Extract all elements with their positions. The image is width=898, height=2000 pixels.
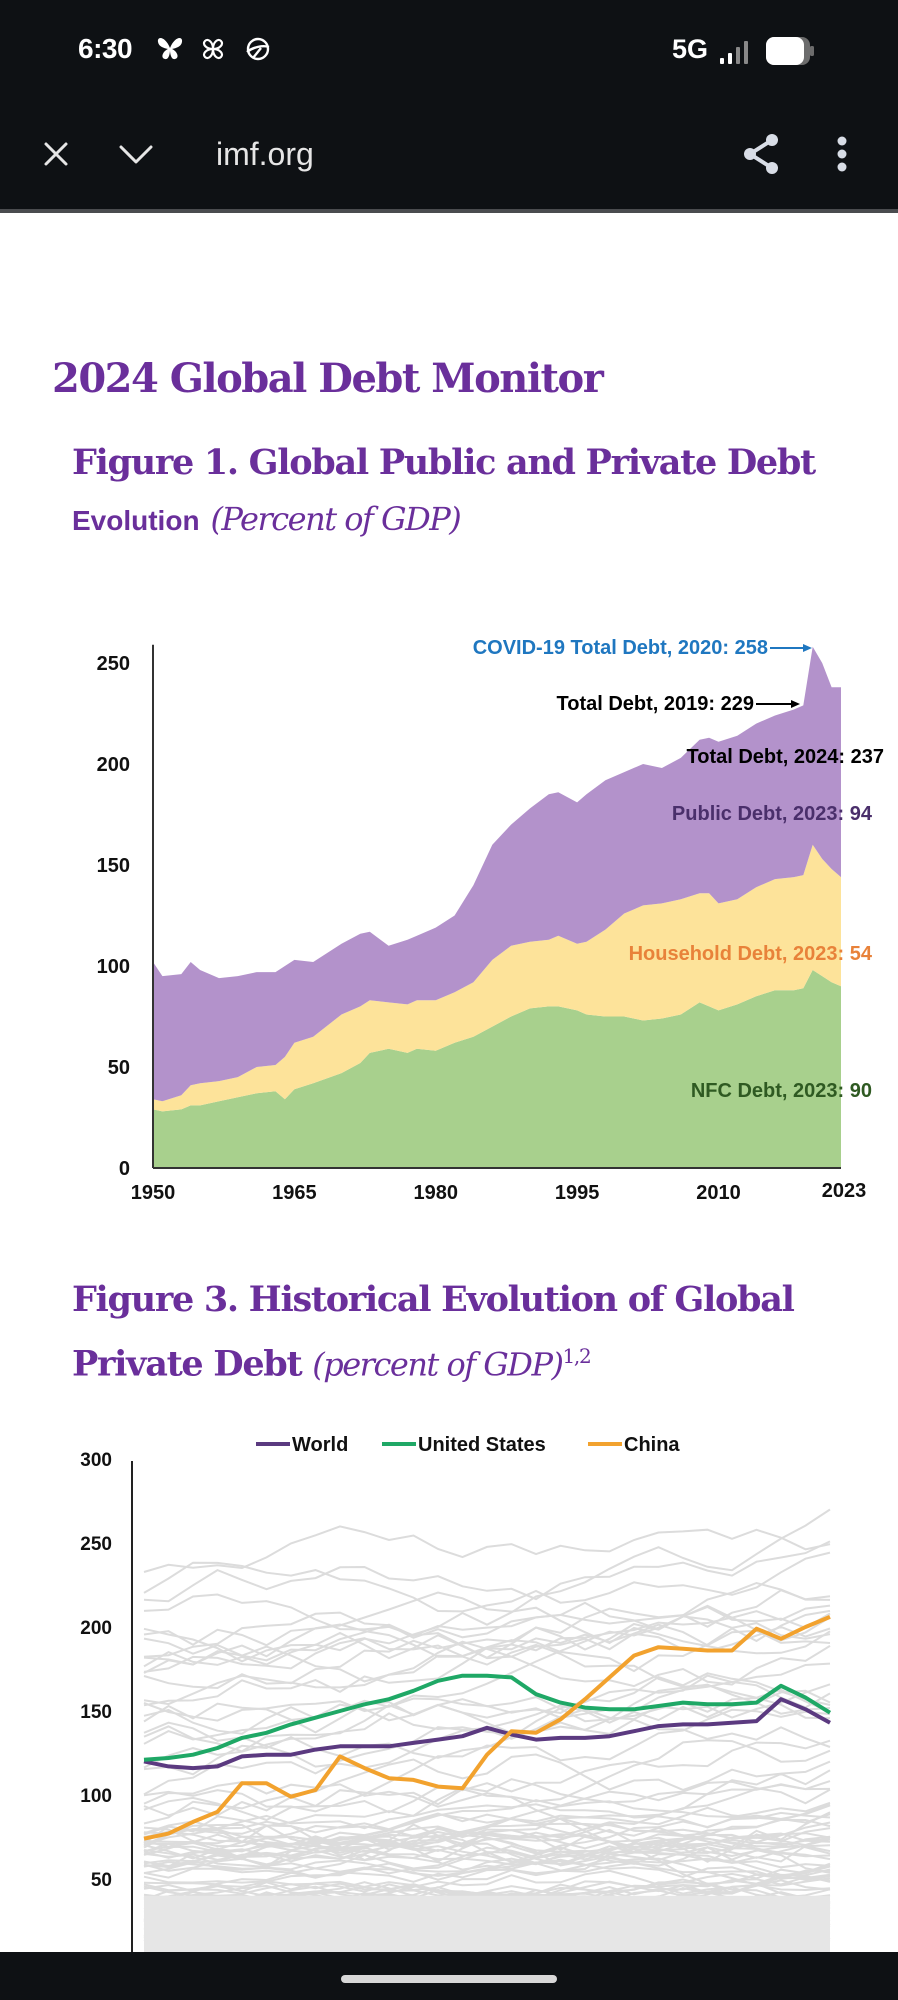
y-tick-label: 250	[97, 653, 130, 675]
country-line	[143, 1857, 831, 1901]
series-line-china	[143, 1615, 831, 1841]
signal-bars-icon	[720, 40, 756, 64]
area-household-debt	[153, 844, 841, 1112]
country-line	[143, 1739, 831, 1817]
more-vertical-icon	[836, 136, 848, 177]
x-tick-label: 1965	[272, 1182, 317, 1204]
share-button[interactable]	[738, 132, 786, 180]
annotation-arrow-head	[803, 644, 812, 652]
figure3-chart: 50 100 150 200 250 300 World United States China	[80, 1434, 832, 1952]
status-time: 6:30	[78, 33, 133, 64]
country-line	[143, 1627, 831, 1688]
figure3-title: Figure 3. Historical Evolution of Global…	[72, 1272, 795, 1393]
country-line	[143, 1540, 831, 1603]
pinwheel-icon	[198, 34, 228, 71]
country-line	[143, 1804, 831, 1866]
country-line	[143, 1846, 831, 1883]
annotation-label: Total Debt, 2024: 237	[687, 746, 884, 768]
annotation-label: Total Debt, 2019: 229	[557, 693, 754, 715]
series-line-united-states	[143, 1673, 832, 1762]
annotation-label: Public Debt, 2023: 94	[672, 803, 873, 825]
country-line	[143, 1601, 831, 1658]
y-tick-label: 0	[119, 1158, 130, 1180]
y-tick-label: 50	[108, 1057, 130, 1079]
figure3-units: (percent of GDP)	[312, 1345, 564, 1384]
x-tick-label: 1980	[413, 1182, 458, 1204]
figure3-title-line2: Private Debt (percent of GDP)1,2	[72, 1328, 794, 1393]
area-public-debt	[153, 646, 841, 1102]
page-title: 2024 Global Debt Monitor	[52, 355, 604, 402]
planet-icon	[243, 34, 273, 71]
collapse-button[interactable]	[112, 132, 160, 180]
figure1-title-line1: Figure 1. Global Public and Private Debt	[72, 442, 816, 483]
browser-toolbar: imf.org	[0, 100, 898, 213]
background-country-lines	[143, 1508, 831, 1952]
more-menu-button[interactable]	[818, 132, 866, 180]
url-text[interactable]: imf.org	[216, 136, 314, 172]
country-line	[143, 1838, 831, 1900]
x-tick-label: 1995	[555, 1182, 600, 1204]
chevron-down-icon	[118, 142, 154, 171]
x-tick-label: 1950	[131, 1182, 176, 1204]
close-button[interactable]	[32, 132, 80, 180]
y-tick-label: 200	[97, 754, 130, 776]
butterfly-icon	[155, 34, 185, 69]
country-line	[143, 1811, 831, 1851]
y-tick-label: 100	[80, 1786, 112, 1807]
annotation-arrow-head	[791, 700, 800, 708]
figure1-units: (Percent of GDP)	[210, 500, 461, 538]
figure1-title-line2-text: Evolution	[72, 505, 200, 536]
annotation-label: COVID-19 Total Debt, 2020: 258	[473, 637, 768, 659]
figure3-title-line1: Figure 3. Historical Evolution of Global	[72, 1279, 795, 1320]
area-nfc-debt	[153, 970, 841, 1168]
country-line	[143, 1609, 831, 1673]
annotation-label: NFC Debt, 2023: 90	[691, 1080, 872, 1102]
figure3-footnote-marks: 1,2	[562, 1344, 591, 1368]
annotation-label: Household Debt, 2023: 54	[629, 943, 873, 965]
country-line	[143, 1683, 831, 1734]
country-line	[143, 1551, 831, 1613]
system-nav-bar	[0, 1952, 898, 2000]
country-line	[143, 1696, 831, 1745]
country-line	[143, 1778, 831, 1849]
legend-label: United States	[418, 1434, 546, 1456]
country-line	[143, 1525, 831, 1573]
series-line-world	[143, 1697, 831, 1771]
country-line	[143, 1581, 831, 1662]
y-tick-label: 100	[97, 956, 130, 978]
share-icon	[742, 132, 782, 181]
home-gesture-handle[interactable]	[341, 1975, 557, 1983]
y-tick-label: 150	[80, 1702, 112, 1723]
y-tick-label: 200	[80, 1618, 112, 1639]
network-type: 5G	[672, 34, 709, 64]
country-line	[143, 1811, 831, 1862]
country-line	[143, 1591, 831, 1655]
country-line	[143, 1712, 831, 1769]
figure1-title-line2: Evolution (Percent of GDP)	[72, 491, 815, 549]
country-line	[143, 1708, 831, 1813]
x-tick-label: 2010	[696, 1182, 741, 1204]
battery-icon	[766, 37, 816, 65]
legend-label: World	[292, 1434, 348, 1456]
y-tick-label: 50	[91, 1870, 112, 1891]
country-line	[143, 1508, 831, 1668]
status-bar: 6:30 5G	[0, 0, 898, 100]
country-line	[143, 1823, 831, 1875]
legend-label: China	[624, 1434, 680, 1456]
country-line	[143, 1823, 831, 1902]
y-tick-label: 150	[97, 855, 130, 877]
close-icon	[41, 139, 71, 174]
country-line	[143, 1769, 831, 1868]
country-line	[143, 1824, 831, 1874]
figure3-title-line2-text: Private Debt	[72, 1343, 303, 1385]
figure1-chart: 0 50 100 150 200 250 1950 1965 1980 1995 2010 2023 C…	[97, 637, 884, 1204]
country-line	[143, 1857, 831, 1893]
country-line	[143, 1823, 831, 1865]
figure1-title: Figure 1. Global Public and Private Debt…	[72, 435, 816, 549]
y-tick-label: 300	[80, 1450, 112, 1471]
country-line	[143, 1672, 831, 1753]
x-tick-label: 2023	[822, 1180, 867, 1202]
y-tick-label: 250	[80, 1534, 112, 1555]
background-lines-dense-band	[144, 1895, 830, 1952]
